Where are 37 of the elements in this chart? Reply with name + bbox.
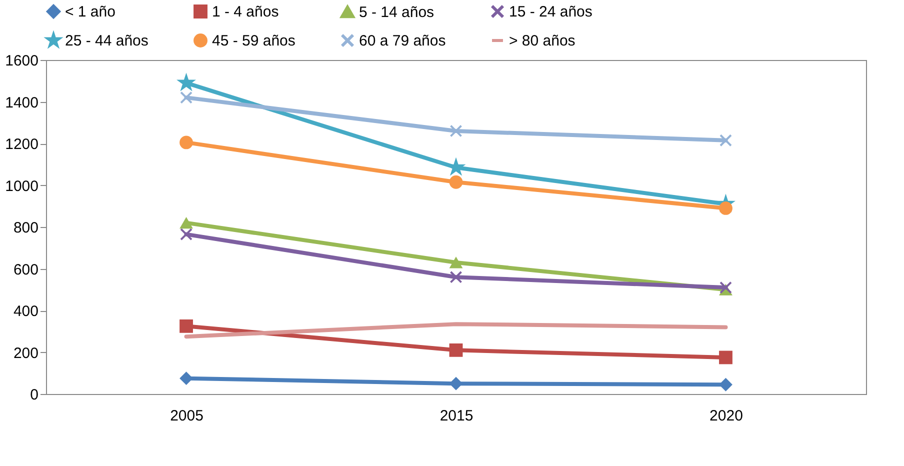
legend-label: 45 - 59 años xyxy=(212,32,296,50)
point xyxy=(450,270,462,284)
y-tick-label: 800 xyxy=(13,220,38,236)
point xyxy=(180,228,193,241)
point xyxy=(449,376,463,390)
point xyxy=(719,134,732,147)
point xyxy=(449,256,463,268)
point xyxy=(719,281,732,294)
y-tick-label: 200 xyxy=(13,344,38,362)
y-tick-label: 1200 xyxy=(5,136,38,153)
point xyxy=(180,217,193,229)
point xyxy=(180,319,193,333)
y-tick-label: 0 xyxy=(30,386,38,404)
legend-label: 5 - 14 años xyxy=(359,4,434,21)
y-tick-label: 1000 xyxy=(5,178,38,195)
point xyxy=(719,350,732,364)
y-tick-label: 1600 xyxy=(5,52,38,70)
point xyxy=(176,72,196,92)
point xyxy=(450,124,462,138)
legend-label: 15 - 24 años xyxy=(509,4,592,21)
x-tick-label: 2020 xyxy=(710,408,743,424)
point xyxy=(449,343,463,357)
legend-label: 25 - 44 años xyxy=(65,32,148,50)
x-tick-label: 2015 xyxy=(440,408,474,424)
legend-label: 1 - 4 años xyxy=(212,4,279,21)
y-tick-label: 600 xyxy=(13,261,38,278)
point xyxy=(449,175,463,189)
legend-label: > 80 años xyxy=(509,32,576,50)
point xyxy=(719,378,732,392)
y-tick-label: 400 xyxy=(13,303,38,320)
legend-label: < 1 año xyxy=(65,4,116,21)
x-tick-label: 2005 xyxy=(170,408,204,424)
point xyxy=(180,91,193,104)
y-tick-label: 1400 xyxy=(5,94,38,112)
legend-label: 60 a 79 años xyxy=(359,32,446,50)
point xyxy=(180,372,193,386)
point xyxy=(180,136,193,150)
